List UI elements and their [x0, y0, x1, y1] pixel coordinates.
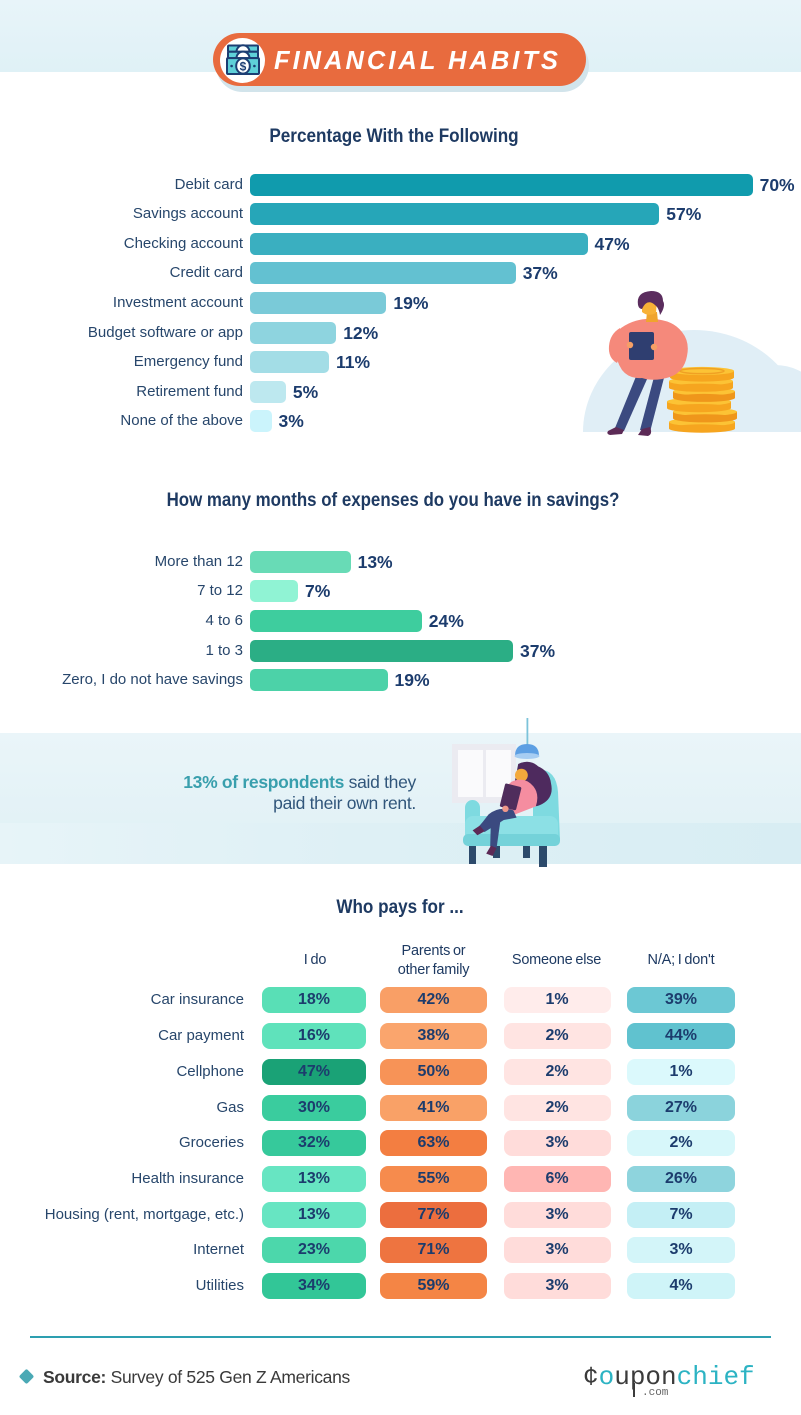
svg-text:$: $ [239, 59, 246, 73]
